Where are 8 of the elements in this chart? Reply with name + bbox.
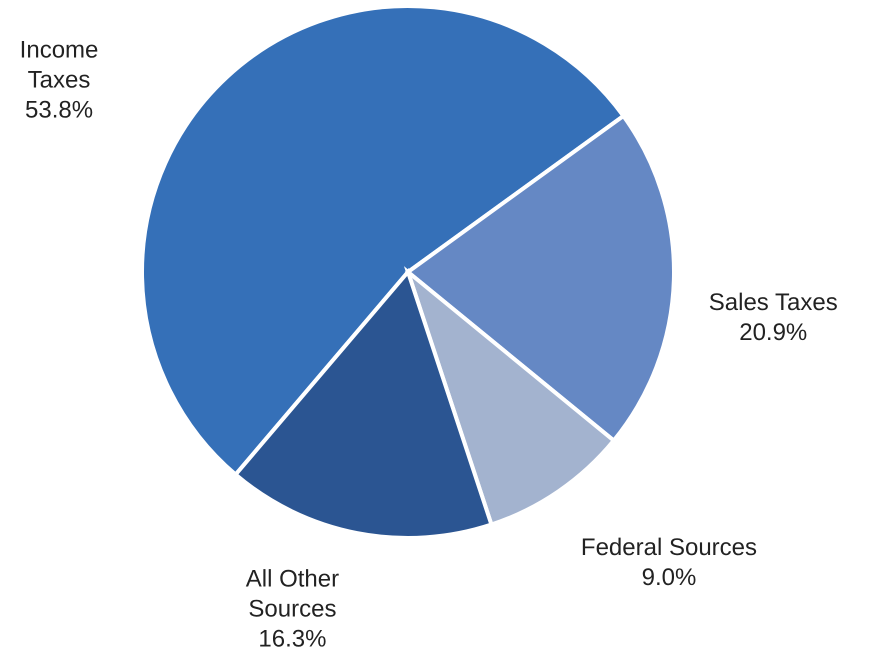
slice-label: Income Taxes <box>20 36 98 94</box>
slice-label: All Other Sources <box>246 566 340 623</box>
data-label: 20.9% <box>739 318 808 346</box>
data-label: 53.8% <box>24 96 94 124</box>
slice-label: Sales Taxes <box>708 288 838 316</box>
slice-label: Federal Sources <box>580 534 758 561</box>
data-label: 16.3% <box>258 626 326 653</box>
data-label: 9.0% <box>642 564 696 591</box>
